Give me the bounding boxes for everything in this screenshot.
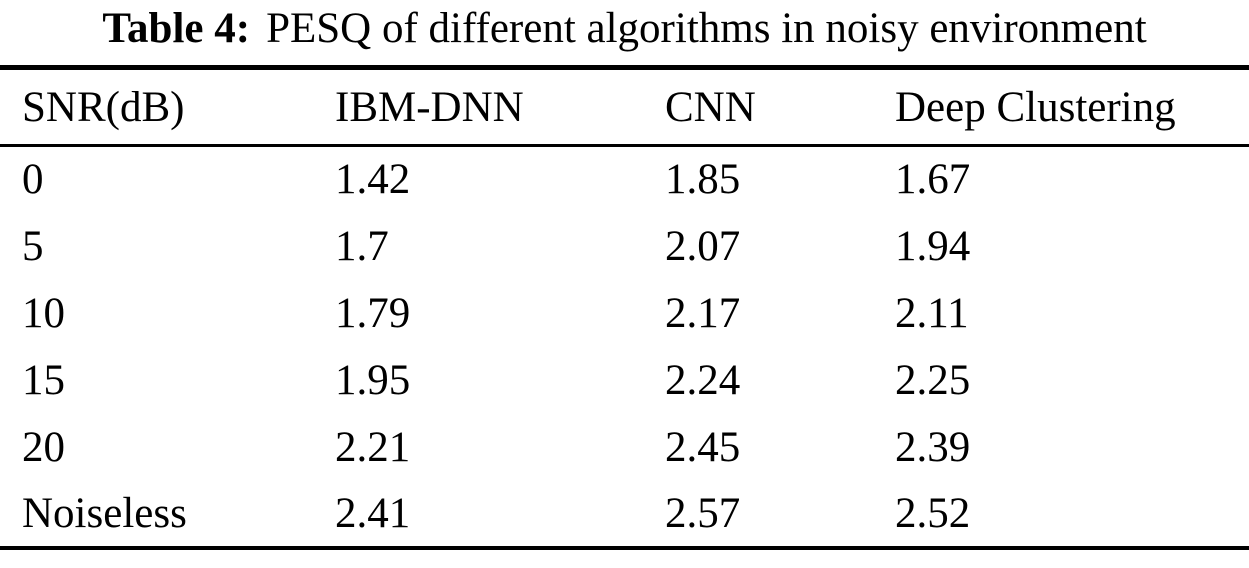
value-cell: 1.7 <box>335 222 389 270</box>
value-cell: 1.85 <box>665 156 741 204</box>
value-cell: 2.24 <box>665 356 741 404</box>
value-cell: 2.21 <box>335 423 411 471</box>
column-header-cnn: CNN <box>665 83 756 131</box>
table-row: Noiseless 2.41 2.57 2.52 <box>0 481 1249 548</box>
table-caption-label: Table 4: <box>102 5 251 52</box>
value-cell: 2.11 <box>895 289 969 337</box>
column-header-ibm-dnn: IBM-DNN <box>335 83 524 131</box>
row-label-cell: Noiseless <box>22 489 187 537</box>
row-label-cell: 10 <box>22 289 65 337</box>
table-header-row: SNR(dB) IBM-DNN CNN Deep Clustering <box>0 68 1249 146</box>
row-label-cell: 20 <box>22 423 65 471</box>
row-label-cell: 15 <box>22 356 65 404</box>
table-row: 20 2.21 2.45 2.39 <box>0 414 1249 481</box>
value-cell: 2.41 <box>335 489 411 537</box>
value-cell: 2.17 <box>665 289 741 337</box>
table-body: 0 1.42 1.85 1.67 5 1.7 2.07 1.94 10 1.79 2.17 2.11 1… <box>0 146 1249 548</box>
table-row: 15 1.95 2.24 2.25 <box>0 347 1249 414</box>
value-cell: 2.57 <box>665 489 741 537</box>
table-caption-text: PESQ of different algorithms in noisy en… <box>266 5 1147 52</box>
table-row: 5 1.7 2.07 1.94 <box>0 213 1249 280</box>
value-cell: 1.67 <box>895 156 971 204</box>
value-cell: 1.42 <box>335 156 411 204</box>
value-cell: 2.45 <box>665 423 741 471</box>
column-header-deep-clustering: Deep Clustering <box>895 83 1176 131</box>
value-cell: 1.94 <box>895 222 971 270</box>
value-cell: 2.39 <box>895 423 971 471</box>
value-cell: 2.52 <box>895 489 971 537</box>
table-caption: Table 4: PESQ of different algorithms in … <box>0 0 1249 60</box>
row-label-cell: 5 <box>22 222 44 270</box>
table-row: 0 1.42 1.85 1.67 <box>0 146 1249 213</box>
column-header-snr-db: SNR(dB) <box>22 83 185 131</box>
value-cell: 2.07 <box>665 222 741 270</box>
table-row: 10 1.79 2.17 2.11 <box>0 280 1249 347</box>
value-cell: 1.95 <box>335 356 411 404</box>
value-cell: 1.79 <box>335 289 411 337</box>
pesq-results-table: SNR(dB) IBM-DNN CNN Deep Clustering 0 1.42 1.… <box>0 65 1249 550</box>
value-cell: 2.25 <box>895 356 971 404</box>
row-label-cell: 0 <box>22 156 44 204</box>
table-header: SNR(dB) IBM-DNN CNN Deep Clustering <box>0 68 1249 146</box>
